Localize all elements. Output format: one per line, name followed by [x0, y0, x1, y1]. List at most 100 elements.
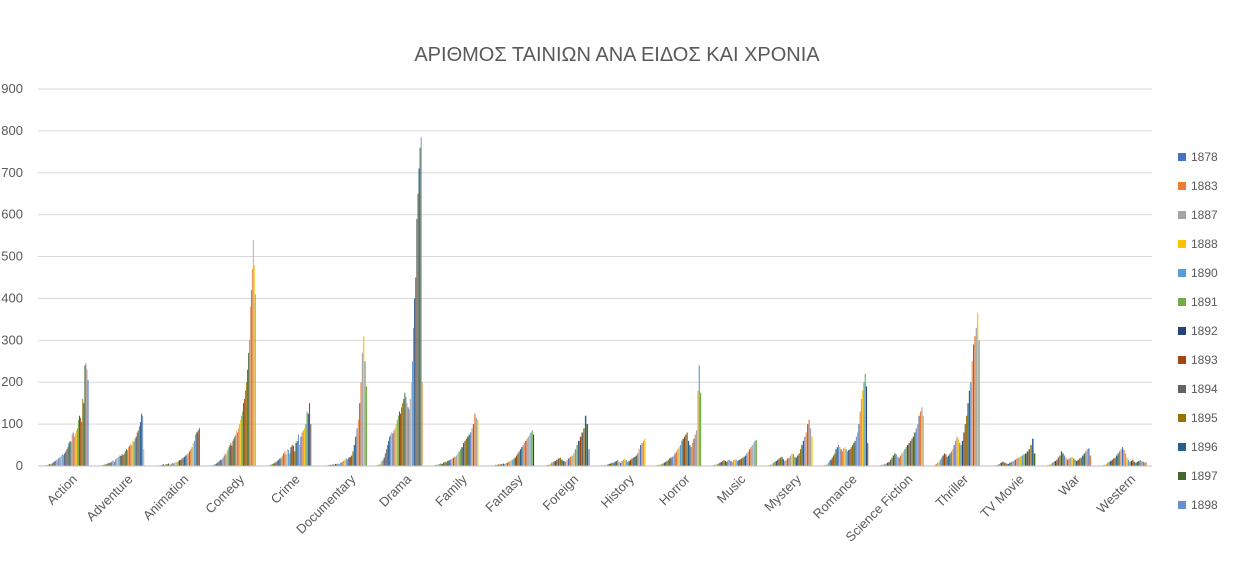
bar	[1021, 455, 1024, 466]
bar	[506, 462, 508, 466]
bar	[671, 456, 673, 466]
y-tick-label: 200	[1, 374, 23, 389]
bar	[276, 460, 278, 466]
bar	[919, 411, 922, 466]
bar	[1028, 449, 1031, 466]
bar	[715, 464, 717, 466]
legend-label: 1890	[1191, 266, 1218, 280]
bar	[504, 463, 506, 466]
bar	[911, 438, 913, 466]
bar	[52, 462, 54, 466]
bar	[798, 453, 800, 466]
bar	[1110, 460, 1112, 466]
bar	[851, 445, 854, 466]
bar	[285, 454, 287, 466]
bar-group	[488, 430, 535, 466]
bar	[398, 411, 400, 466]
bar	[222, 457, 224, 466]
bar	[808, 419, 810, 466]
legend-swatch	[1178, 211, 1186, 219]
bar	[338, 463, 341, 466]
bar	[79, 415, 81, 466]
bar	[669, 458, 671, 466]
bar	[1062, 453, 1064, 466]
x-tick-label: Foreign	[539, 472, 581, 514]
bar	[579, 436, 582, 466]
bar	[661, 463, 663, 466]
bar	[161, 464, 163, 466]
bar	[569, 456, 572, 466]
bar	[223, 455, 225, 466]
legend-label: 1892	[1191, 324, 1218, 338]
bar	[722, 460, 724, 466]
bar	[394, 428, 396, 466]
bar	[294, 451, 296, 466]
bar	[171, 463, 173, 466]
bar	[1033, 453, 1036, 466]
bar	[998, 463, 1001, 466]
bar	[964, 424, 966, 466]
bar	[547, 464, 550, 466]
bar	[393, 430, 395, 466]
bar	[220, 460, 222, 466]
bar	[67, 447, 69, 466]
bar	[1071, 456, 1073, 466]
bar	[447, 460, 449, 466]
bar	[188, 451, 191, 466]
bar	[827, 462, 829, 466]
bar	[332, 464, 334, 466]
bar	[388, 440, 390, 466]
bar	[105, 464, 107, 466]
bar	[956, 436, 958, 466]
bar	[126, 450, 128, 466]
bar	[694, 434, 696, 466]
bar	[1069, 457, 1072, 466]
legend-label: 1895	[1191, 411, 1218, 425]
bar	[549, 463, 551, 466]
bar	[1139, 460, 1141, 466]
bar	[719, 462, 721, 466]
bar	[622, 459, 625, 466]
bar	[975, 327, 977, 466]
bar	[518, 451, 520, 466]
bar	[458, 451, 460, 466]
bar	[192, 442, 194, 466]
bar	[329, 464, 331, 466]
bar	[196, 432, 198, 466]
bar	[935, 463, 937, 466]
bar-group	[878, 407, 924, 466]
bar	[353, 445, 355, 466]
bar	[402, 403, 404, 466]
bar	[106, 463, 108, 466]
bar	[578, 440, 580, 466]
bar	[839, 447, 841, 466]
legend-swatch	[1178, 385, 1186, 393]
bar	[1059, 455, 1061, 466]
bar	[471, 428, 473, 466]
bar	[216, 462, 218, 466]
bar	[724, 460, 726, 466]
bar	[844, 447, 846, 466]
bar-group	[154, 428, 200, 466]
bar	[957, 438, 959, 466]
bar	[197, 430, 199, 466]
bar	[221, 458, 223, 466]
bar	[395, 424, 397, 466]
bar	[251, 269, 253, 466]
x-tick-label: Drama	[376, 471, 415, 510]
bar	[271, 463, 274, 466]
bar	[830, 459, 832, 466]
legend-label: 1887	[1191, 208, 1218, 222]
x-tick-label: Crime	[268, 472, 303, 507]
bar	[391, 432, 393, 466]
bar	[1123, 450, 1125, 466]
legend-swatch	[1178, 472, 1186, 480]
bar	[228, 447, 230, 466]
x-tick-label: Documentary	[293, 471, 359, 537]
bar	[559, 457, 561, 466]
bar	[789, 455, 792, 466]
bar	[141, 413, 143, 466]
bar	[214, 464, 215, 466]
bar	[107, 463, 109, 466]
